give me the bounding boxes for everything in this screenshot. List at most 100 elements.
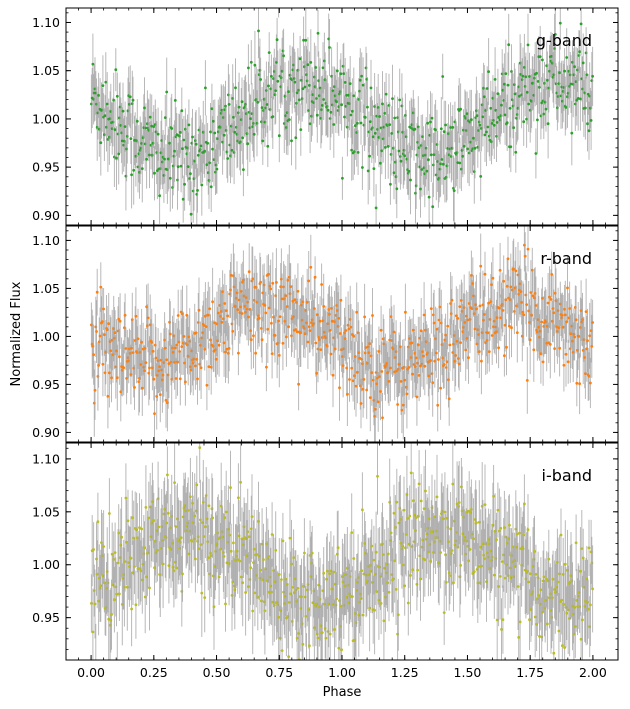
data-point xyxy=(373,131,377,135)
data-point xyxy=(308,84,311,87)
data-point xyxy=(566,286,569,290)
data-point xyxy=(361,83,365,87)
data-point xyxy=(267,272,270,276)
data-point xyxy=(260,106,264,109)
data-point xyxy=(148,115,152,119)
data-point xyxy=(341,176,344,180)
data-point xyxy=(451,482,455,486)
data-point xyxy=(472,570,476,573)
data-point xyxy=(372,558,376,562)
data-point xyxy=(587,374,591,378)
data-point xyxy=(270,74,273,78)
data-point xyxy=(446,324,450,328)
data-point xyxy=(148,586,151,590)
data-point xyxy=(104,80,108,84)
data-point xyxy=(202,535,206,538)
data-point xyxy=(495,538,498,542)
data-point xyxy=(187,123,191,127)
data-point xyxy=(490,334,494,337)
data-point xyxy=(425,169,429,173)
data-point xyxy=(205,163,209,167)
panel-g-band: 0.90 0.95 1.00 1.05 1.10 g-band xyxy=(32,7,619,226)
data-point xyxy=(178,131,182,134)
data-point xyxy=(490,283,493,286)
data-point xyxy=(411,372,414,376)
data-point xyxy=(498,575,502,578)
data-point xyxy=(182,335,186,338)
data-point xyxy=(588,334,592,338)
data-point xyxy=(456,161,460,165)
data-point xyxy=(247,535,251,539)
data-point xyxy=(486,331,490,335)
data-point xyxy=(409,178,412,182)
data-point xyxy=(487,301,490,305)
data-point xyxy=(115,156,118,160)
data-point xyxy=(309,265,313,269)
data-point xyxy=(436,403,440,407)
data-point xyxy=(512,267,516,271)
data-point xyxy=(179,164,183,168)
data-point xyxy=(114,68,118,72)
data-point xyxy=(115,376,119,380)
data-point xyxy=(473,146,477,150)
data-point xyxy=(381,102,384,106)
data-point xyxy=(325,569,329,573)
data-point xyxy=(374,206,378,210)
data-point xyxy=(261,139,265,143)
data-point xyxy=(350,531,354,534)
data-point xyxy=(101,362,105,366)
data-point xyxy=(344,329,348,332)
data-point xyxy=(458,305,462,308)
data-point xyxy=(228,533,232,537)
data-point xyxy=(541,58,544,62)
data-point xyxy=(172,569,176,573)
data-point xyxy=(94,661,97,664)
data-point xyxy=(539,588,543,592)
data-point xyxy=(576,97,580,100)
data-point xyxy=(117,317,121,321)
data-point xyxy=(191,135,194,139)
data-point xyxy=(455,502,459,506)
data-point xyxy=(340,103,343,107)
data-point xyxy=(486,125,490,129)
data-point xyxy=(419,499,423,503)
data-point xyxy=(361,613,365,617)
data-point xyxy=(579,97,582,101)
x-tick-label: 1.75 xyxy=(516,665,544,680)
data-point xyxy=(156,548,159,552)
data-point xyxy=(148,366,151,370)
data-point xyxy=(374,550,378,554)
data-point xyxy=(238,559,242,563)
data-point xyxy=(207,504,211,508)
data-point xyxy=(345,93,349,97)
data-point xyxy=(525,90,529,94)
data-point xyxy=(339,298,343,302)
data-point xyxy=(492,494,495,498)
data-point xyxy=(234,86,237,90)
data-point xyxy=(573,335,576,339)
data-point xyxy=(274,548,278,552)
data-point xyxy=(241,581,245,585)
data-point xyxy=(540,101,544,105)
data-point xyxy=(287,325,290,329)
data-point xyxy=(565,56,569,59)
data-point xyxy=(528,572,532,576)
data-point xyxy=(105,102,109,106)
data-point xyxy=(236,558,240,562)
data-point xyxy=(546,301,550,305)
data-point xyxy=(131,98,135,102)
data-point xyxy=(203,596,207,599)
data-point xyxy=(200,183,204,187)
x-tick-label: 0.00 xyxy=(77,665,105,680)
data-point xyxy=(406,517,409,520)
data-point xyxy=(506,257,510,261)
data-point xyxy=(269,287,273,291)
data-point xyxy=(328,46,331,49)
data-point xyxy=(322,98,326,101)
data-point xyxy=(544,107,548,111)
data-point xyxy=(498,529,501,533)
y-tick-label: 1.10 xyxy=(32,451,60,466)
data-point xyxy=(138,526,141,529)
data-point xyxy=(207,365,211,369)
data-point xyxy=(224,350,227,354)
